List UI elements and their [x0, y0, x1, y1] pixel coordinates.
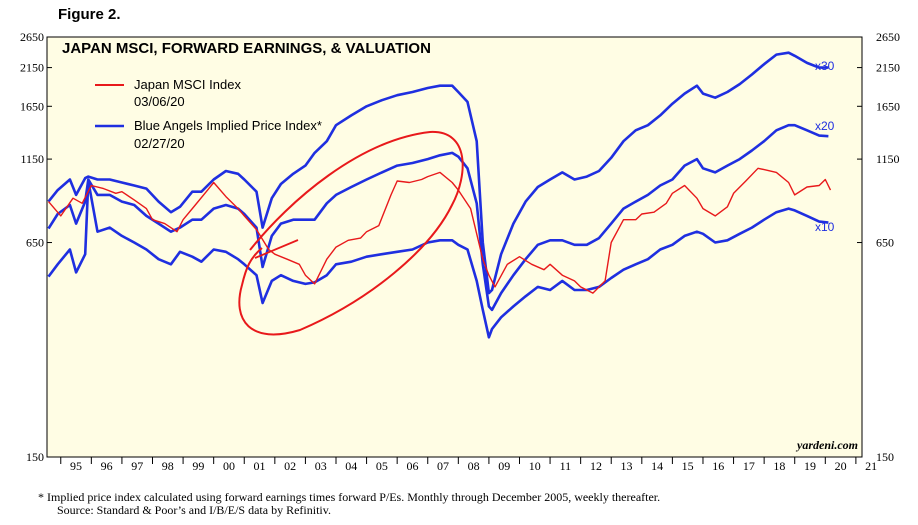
- footnote-line-1: * Implied price index calculated using f…: [38, 490, 661, 504]
- series-blue-angels-x30: [47, 51, 829, 295]
- legend-label-blue: Blue Angels Implied Price Index*: [134, 118, 322, 133]
- x-tick-label: 16: [712, 459, 724, 473]
- y-tick-label-right: 150: [876, 450, 894, 464]
- multiplier-label-x20: x20: [815, 119, 835, 133]
- plot-area: [46, 36, 863, 458]
- series-layer: [47, 51, 832, 339]
- legend-date-blue: 02/27/20: [134, 136, 185, 151]
- y-tick-label-left: 650: [26, 236, 44, 250]
- x-tick-label: 14: [651, 459, 663, 473]
- right-y-axis: 150 650 1150 1650 2150 2650: [857, 30, 900, 464]
- x-tick-label: 20: [835, 459, 847, 473]
- annotation-slash: [254, 239, 299, 259]
- x-tick-label: 18: [773, 459, 785, 473]
- x-tick-label: 02: [284, 459, 296, 473]
- x-tick-label: 05: [376, 459, 388, 473]
- x-tick-label: 04: [345, 459, 357, 473]
- x-tick-label: 15: [682, 459, 694, 473]
- footnote-line-2: Source: Standard & Poor’s and I/B/E/S da…: [57, 503, 331, 517]
- x-axis: 95 96 97 98 99 00 01 02 03 04 05 06 07 08 09 10 11 12 13 14…: [60, 457, 877, 473]
- x-tick-label: 21: [865, 459, 877, 473]
- series-blue-angels-x20: [47, 123, 829, 312]
- x-tick-label: 03: [315, 459, 327, 473]
- footnote: * Implied price index calculated using f…: [38, 491, 660, 517]
- y-tick-label-right: 2150: [876, 61, 900, 75]
- legend: Japan MSCI Index 03/06/20 Blue Angels Im…: [95, 77, 322, 151]
- x-tick-label: 19: [804, 459, 816, 473]
- chart-title: JAPAN MSCI, FORWARD EARNINGS, & VALUATIO…: [62, 40, 431, 57]
- y-tick-label-right: 1150: [876, 152, 900, 166]
- annotation-ellipse: [238, 130, 464, 336]
- y-tick-label-right: 650: [876, 236, 894, 250]
- series-japan-msci: [47, 167, 832, 294]
- multiplier-label-x30: x30: [815, 59, 835, 73]
- y-tick-label-left: 1650: [20, 99, 44, 113]
- watermark: yardeni.com: [795, 438, 858, 452]
- x-tick-label: 95: [70, 459, 82, 473]
- x-tick-label: 99: [192, 459, 204, 473]
- y-tick-label-left: 2650: [20, 30, 44, 44]
- x-tick-label: 13: [621, 459, 633, 473]
- annotation-layer: [238, 130, 464, 336]
- x-tick-label: 09: [498, 459, 510, 473]
- x-tick-label: 07: [437, 459, 449, 473]
- x-tick-label: 97: [131, 459, 143, 473]
- multiplier-label-x10: x10: [815, 220, 835, 234]
- legend-date-msci: 03/06/20: [134, 94, 185, 109]
- y-tick-label-left: 2150: [20, 61, 44, 75]
- x-tick-label: 98: [162, 459, 174, 473]
- y-tick-label-right: 1650: [876, 99, 900, 113]
- figure-label: Figure 2.: [58, 6, 121, 23]
- x-tick-label: 10: [529, 459, 541, 473]
- x-tick-label: 17: [743, 459, 755, 473]
- y-tick-label-left: 1150: [20, 152, 44, 166]
- x-tick-label: 01: [254, 459, 266, 473]
- x-tick-label: 12: [590, 459, 602, 473]
- y-tick-label-right: 2650: [876, 30, 900, 44]
- x-tick-label: 06: [406, 459, 418, 473]
- chart: 150 650 1150 1650 2150 2650 150 650 1150 1650 215…: [20, 30, 900, 473]
- x-tick-label: 08: [468, 459, 480, 473]
- left-y-axis: 150 650 1150 1650 2150 2650: [20, 30, 52, 464]
- y-tick-label-left: 150: [26, 450, 44, 464]
- x-tick-label: 00: [223, 459, 235, 473]
- legend-label-msci: Japan MSCI Index: [134, 77, 241, 92]
- x-tick-label: 11: [560, 459, 572, 473]
- series-blue-angels-x10: [47, 179, 829, 339]
- x-tick-label: 96: [101, 459, 113, 473]
